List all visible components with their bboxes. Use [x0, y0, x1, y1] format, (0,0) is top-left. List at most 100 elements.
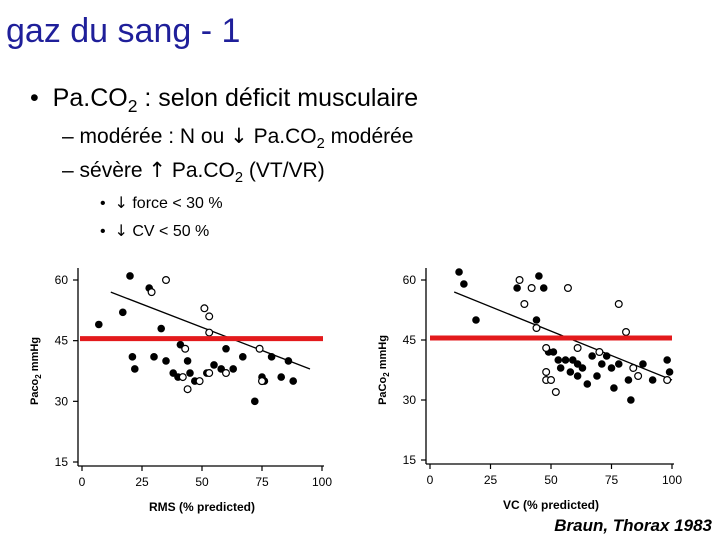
bullet-text-post: : selon déficit musculaire [137, 84, 419, 112]
open-point [551, 388, 560, 397]
filled-point [614, 360, 623, 368]
filled-point [95, 320, 103, 329]
filled-point [455, 268, 463, 276]
y-tick-label: 30 [55, 394, 69, 408]
x-tick-label: 50 [544, 473, 558, 487]
filled-point [277, 373, 286, 381]
filled-point [289, 377, 298, 385]
filled-point [119, 308, 127, 317]
filled-point [554, 356, 563, 364]
bullet-marker: • [30, 84, 39, 112]
y-tick-label: 15 [55, 455, 69, 469]
citation: Braun, Thorax 1983 [554, 516, 712, 535]
x-tick-label: 50 [195, 475, 209, 489]
filled-point [535, 272, 543, 280]
open-point [222, 369, 231, 378]
bullet-marker: • [100, 223, 106, 240]
open-point [547, 376, 556, 385]
open-point [178, 373, 187, 382]
x-axis-label: VC (% predicted) [503, 498, 599, 512]
open-point [573, 343, 582, 352]
bullet-text-pre: Pa.CO [52, 84, 128, 112]
x-tick-label: 0 [79, 475, 86, 489]
down-arrow-icon: ↓ [230, 124, 248, 148]
filled-point [210, 361, 218, 369]
open-point [183, 385, 192, 394]
filled-point [222, 344, 230, 353]
filled-point [663, 356, 671, 364]
filled-point [472, 316, 480, 324]
open-point [542, 368, 551, 377]
filled-point [578, 364, 587, 372]
y-axis-label: Paco2 mmHg [29, 337, 43, 405]
subbullet-text-mid: Pa.CO [247, 125, 317, 148]
open-point [629, 363, 638, 372]
open-point [663, 376, 672, 385]
open-point [205, 312, 214, 321]
filled-point [588, 352, 596, 360]
x-axis-label: RMS (% predicted) [149, 500, 255, 514]
filled-point [267, 353, 276, 361]
subbullet-subscript: 2 [234, 170, 244, 187]
open-point [622, 327, 631, 336]
filled-point [624, 376, 633, 384]
filled-point [539, 284, 548, 292]
open-point [255, 344, 264, 353]
open-point [181, 344, 190, 353]
filled-point [131, 365, 139, 373]
filled-point [229, 365, 237, 373]
filled-point [284, 357, 293, 365]
subbullet-severe: – sévère ↑ Pa.CO2 (VT/VR) [62, 158, 325, 186]
subbullet-text-pre: sévère [79, 159, 149, 182]
filled-point [639, 360, 647, 368]
y-tick-label: 60 [55, 273, 69, 287]
filled-point [602, 352, 611, 360]
y-tick-label: 45 [55, 334, 69, 348]
x-tick-label: 25 [135, 475, 149, 489]
vc-scatter-chart: 15 30 45 60 0 25 50 75 100 VC (% predicted) PaCo2 … [377, 268, 682, 512]
filled-point [128, 353, 137, 361]
y-tick-label: 15 [403, 453, 417, 467]
open-point [614, 299, 623, 308]
filled-point [532, 316, 541, 324]
filled-point [598, 360, 606, 368]
filled-point [157, 324, 165, 333]
dash-marker: – [62, 159, 74, 182]
subbullet-moderee: – modérée : N ou ↓ Pa.CO2 modérée [62, 124, 413, 152]
subbullet-text-post: (VT/VR) [243, 159, 325, 182]
filled-point [627, 396, 635, 404]
down-arrow-icon: ↓ [114, 193, 128, 212]
filled-point [566, 368, 575, 376]
bullet-paco2: • Pa.CO2 : selon déficit musculaire [30, 84, 418, 117]
subbullet-text-mid: Pa.CO [166, 159, 235, 182]
filled-point [186, 369, 194, 377]
filled-point [549, 348, 558, 356]
open-point [527, 283, 536, 292]
y-tick-label: 60 [403, 273, 417, 287]
filled-point [460, 280, 468, 288]
y-tick-label: 45 [403, 333, 417, 347]
item-force: • ↓ force < 30 % [100, 193, 223, 213]
bullet-subscript: 2 [127, 96, 138, 116]
open-point [595, 347, 604, 356]
item-text: force < 30 % [127, 195, 223, 212]
x-tick-label: 100 [312, 475, 332, 489]
open-point [147, 288, 156, 297]
open-point [205, 328, 214, 337]
subbullet-text-post: modérée [324, 125, 414, 148]
filled-point [162, 357, 170, 365]
open-point [258, 377, 267, 386]
x-tick-label: 0 [427, 473, 434, 487]
down-arrow-icon: ↓ [114, 221, 128, 240]
open-point [515, 275, 524, 284]
open-point [542, 343, 551, 352]
x-tick-label: 25 [484, 473, 498, 487]
rms-scatter-chart: 15 30 45 60 0 25 50 75 100 RMS (% predicted) Paco2… [29, 268, 332, 514]
filled-point [239, 353, 247, 361]
up-arrow-icon: ↑ [148, 158, 167, 182]
filled-point [126, 272, 134, 280]
filled-point [150, 353, 158, 361]
x-tick-label: 75 [605, 473, 619, 487]
open-point [200, 304, 209, 313]
filled-point [556, 364, 565, 372]
